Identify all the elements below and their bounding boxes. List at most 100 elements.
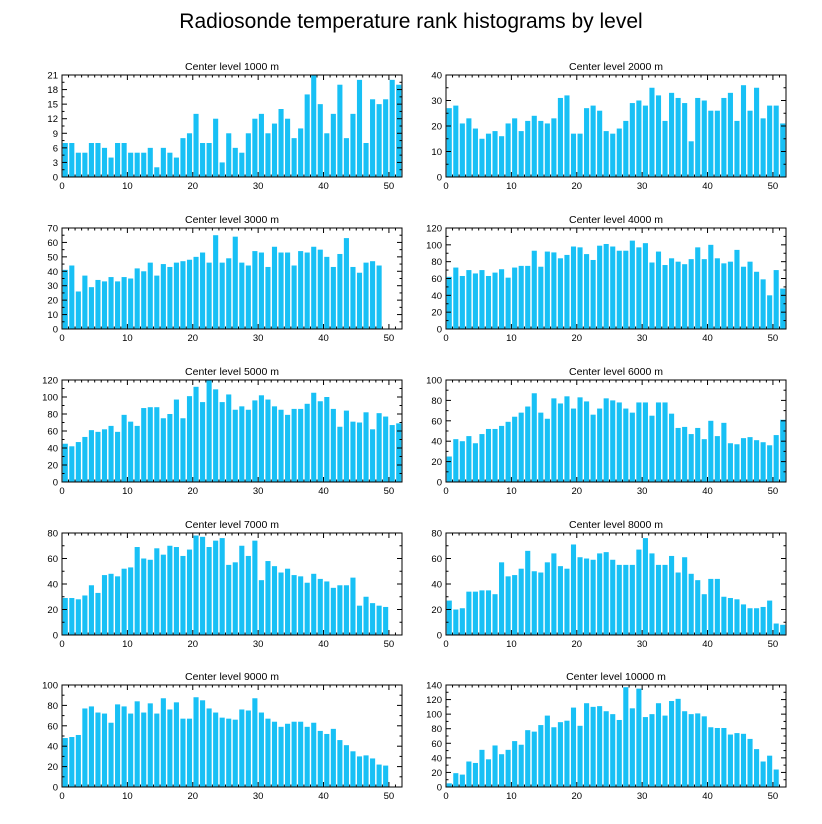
bar — [193, 386, 199, 482]
bar — [173, 702, 179, 787]
y-tick-label: 20 — [431, 122, 442, 133]
bar — [213, 712, 219, 787]
bar — [760, 118, 766, 177]
bar — [570, 246, 577, 329]
bar — [180, 718, 186, 787]
bar — [291, 575, 297, 635]
bar — [147, 559, 153, 635]
bar — [370, 758, 376, 787]
bar — [350, 421, 356, 482]
bar — [708, 420, 714, 482]
bar — [160, 418, 166, 482]
bar — [173, 399, 179, 482]
x-tick-label: 50 — [384, 639, 395, 650]
x-tick-label: 30 — [637, 181, 648, 192]
bar — [714, 258, 720, 329]
bar — [459, 441, 465, 482]
bar — [239, 152, 245, 177]
bar — [721, 422, 727, 482]
bar — [734, 599, 740, 635]
bar — [285, 568, 291, 635]
bar — [740, 85, 747, 177]
bar — [538, 120, 544, 177]
x-tick-label: 20 — [187, 333, 198, 344]
bar — [629, 564, 635, 636]
bar — [154, 407, 160, 482]
bar — [570, 544, 577, 635]
histogram-panel-9: Center level 9000 m 0 10 20 30 40 50 0 20 40 60 80 1… — [42, 671, 403, 802]
bar — [200, 143, 206, 177]
x-tick-label: 40 — [318, 333, 329, 344]
bar — [636, 247, 642, 329]
bar — [531, 571, 537, 635]
y-tick-label: 60 — [47, 721, 58, 732]
bar — [88, 430, 94, 482]
bar — [649, 262, 655, 329]
bar — [186, 718, 193, 787]
bar — [108, 573, 114, 635]
x-tick-label: 50 — [384, 333, 395, 344]
bar — [551, 118, 557, 177]
y-tick-label: 0 — [437, 478, 442, 489]
bar — [167, 414, 173, 482]
x-tick-label: 40 — [318, 639, 329, 650]
x-tick-label: 10 — [122, 181, 133, 192]
bar — [760, 606, 766, 635]
bar — [226, 718, 232, 787]
y-tick-label: 60 — [431, 554, 442, 565]
bar — [356, 756, 363, 787]
bar — [701, 594, 707, 635]
bar — [564, 254, 570, 329]
bar — [551, 727, 557, 787]
bar — [291, 265, 297, 329]
bar — [479, 749, 485, 787]
bar — [734, 249, 740, 329]
y-tick-label: 60 — [47, 554, 58, 565]
bar — [180, 138, 186, 177]
bar — [721, 596, 727, 635]
bar — [363, 143, 369, 177]
x-tick-label: 10 — [506, 181, 517, 192]
bar — [265, 718, 271, 787]
bar — [499, 136, 505, 177]
bar — [773, 435, 779, 482]
bar — [590, 414, 596, 482]
bar — [363, 596, 369, 635]
x-tick-label: 20 — [571, 639, 582, 650]
bar — [610, 559, 616, 635]
bar — [459, 774, 465, 787]
y-tick-label: 0 — [437, 325, 442, 336]
bar — [317, 249, 323, 329]
bar — [337, 426, 343, 482]
bar — [108, 277, 114, 329]
bar — [492, 594, 498, 635]
y-tick-label: 60 — [47, 427, 58, 438]
x-tick-label: 0 — [59, 639, 64, 650]
bar — [492, 272, 498, 329]
bar — [206, 547, 212, 635]
bar — [642, 717, 648, 787]
histogram-panel-7: Center level 7000 m 0 10 20 30 40 50 0 20 40 60 80 — [47, 519, 403, 650]
bar — [551, 553, 557, 635]
bar — [141, 712, 147, 787]
bar — [714, 436, 720, 482]
bar — [271, 123, 278, 177]
bar — [245, 555, 251, 635]
bar — [239, 545, 245, 635]
bar — [258, 113, 264, 177]
bar — [675, 572, 681, 635]
bar — [141, 152, 147, 177]
bar — [121, 143, 127, 177]
y-tick-label: 40 — [47, 742, 58, 753]
bar — [584, 108, 590, 177]
bar — [747, 738, 753, 787]
bar — [62, 443, 68, 482]
bar — [459, 275, 465, 329]
x-tick-label: 50 — [768, 181, 779, 192]
bar — [721, 263, 727, 329]
y-tick-label: 10 — [431, 147, 442, 158]
bar — [492, 131, 498, 177]
bar — [95, 431, 101, 482]
bar — [557, 403, 563, 482]
bar — [695, 97, 701, 177]
